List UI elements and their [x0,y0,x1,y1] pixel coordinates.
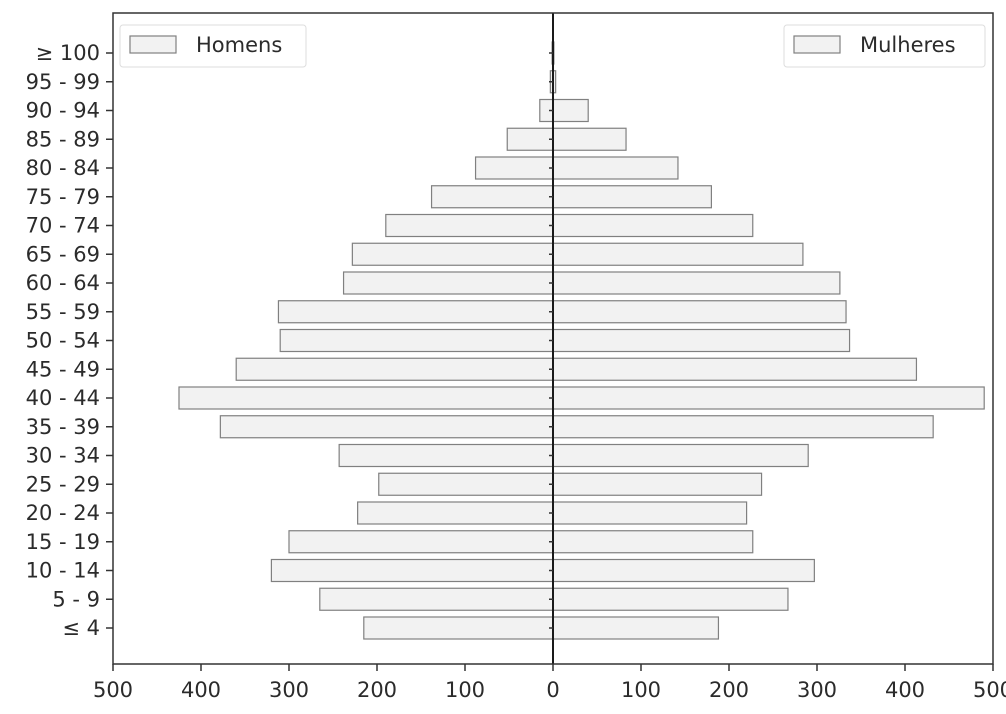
legend-mulheres-label: Mulheres [860,33,956,57]
bar-mulheres [552,98,589,123]
bar-homens [506,127,554,151]
bar-homens [338,443,554,468]
y-tick-label: 50 - 54 [26,329,100,353]
bar-homens [342,271,554,295]
x-tick-label: 500 [973,678,1006,702]
bar-homens [235,357,554,381]
legend-homens-label: Homens [196,33,282,57]
bar-mulheres [552,386,985,410]
legend-mulheres-swatch [793,35,841,54]
y-tick-label: ≤ 4 [62,616,100,640]
bar-mulheres [552,271,841,295]
bar-homens [378,472,554,496]
y-tick-label: 70 - 74 [26,214,100,238]
bar-homens [277,300,554,324]
y-tick-label: ≥ 100 [36,41,100,65]
y-tick-label: 95 - 99 [26,70,100,94]
bar-mulheres [552,472,763,496]
bar-mulheres [552,501,748,525]
legend-homens-swatch [129,35,177,54]
y-tick-label: 90 - 94 [26,99,100,123]
y-tick-label: 55 - 59 [26,300,100,324]
bar-mulheres [552,587,789,611]
x-tick-label: 500 [93,678,133,702]
bar-homens [351,242,554,266]
bars-layer [178,41,985,640]
bar-homens [363,616,554,640]
y-tick-label: 35 - 39 [26,415,100,439]
bar-mulheres [552,443,809,468]
y-tick-label: 65 - 69 [26,242,100,266]
bar-homens [288,530,554,554]
y-tick-label: 80 - 84 [26,156,100,180]
bar-mulheres [552,616,720,640]
bar-mulheres [552,415,934,439]
bar-mulheres [552,185,712,209]
bar-homens [270,558,554,583]
x-tick-label: 400 [181,678,221,702]
bar-mulheres [552,357,918,381]
y-tick-label: 5 - 9 [52,587,100,611]
bar-mulheres [552,530,754,554]
bar-mulheres [552,213,754,238]
y-tick-label: 30 - 34 [26,444,100,468]
bar-homens [474,156,554,180]
bar-homens [178,386,554,410]
x-tick-label: 300 [269,678,309,702]
x-tick-label: 200 [357,678,397,702]
ticks-layer: ≤ 4 5 - 9 10 - 14 15 - 19 20 - 24 25 - 29 30 -… [26,41,1006,702]
y-tick-label: 25 - 29 [26,472,100,496]
y-tick-label: 60 - 64 [26,271,100,295]
x-tick-label: 400 [885,678,925,702]
bar-mulheres [552,300,847,324]
bar-mulheres [552,328,851,353]
bar-homens [319,587,554,611]
y-tick-label: 20 - 24 [26,501,100,525]
bar-homens [430,185,554,209]
bar-mulheres [552,242,804,266]
y-tick-label: 45 - 49 [26,357,100,381]
bar-homens [385,213,554,238]
y-tick-label: 40 - 44 [26,386,100,410]
y-tick-label: 10 - 14 [26,559,100,583]
bar-homens [357,501,554,525]
bar-homens [219,415,554,439]
y-tick-label: 15 - 19 [26,530,100,554]
y-tick-label: 75 - 79 [26,185,100,209]
legend-homens: Homens [119,24,307,68]
bar-mulheres [552,156,679,180]
x-tick-label: 100 [621,678,661,702]
y-tick-label: 85 - 89 [26,127,100,151]
x-tick-label: 300 [797,678,837,702]
x-tick-label: 200 [709,678,749,702]
x-tick-label: 0 [546,678,559,702]
legend-mulheres: Mulheres [783,24,986,68]
bar-homens [279,328,554,353]
bar-mulheres [552,127,627,151]
bar-mulheres [552,558,815,583]
x-tick-label: 100 [445,678,485,702]
